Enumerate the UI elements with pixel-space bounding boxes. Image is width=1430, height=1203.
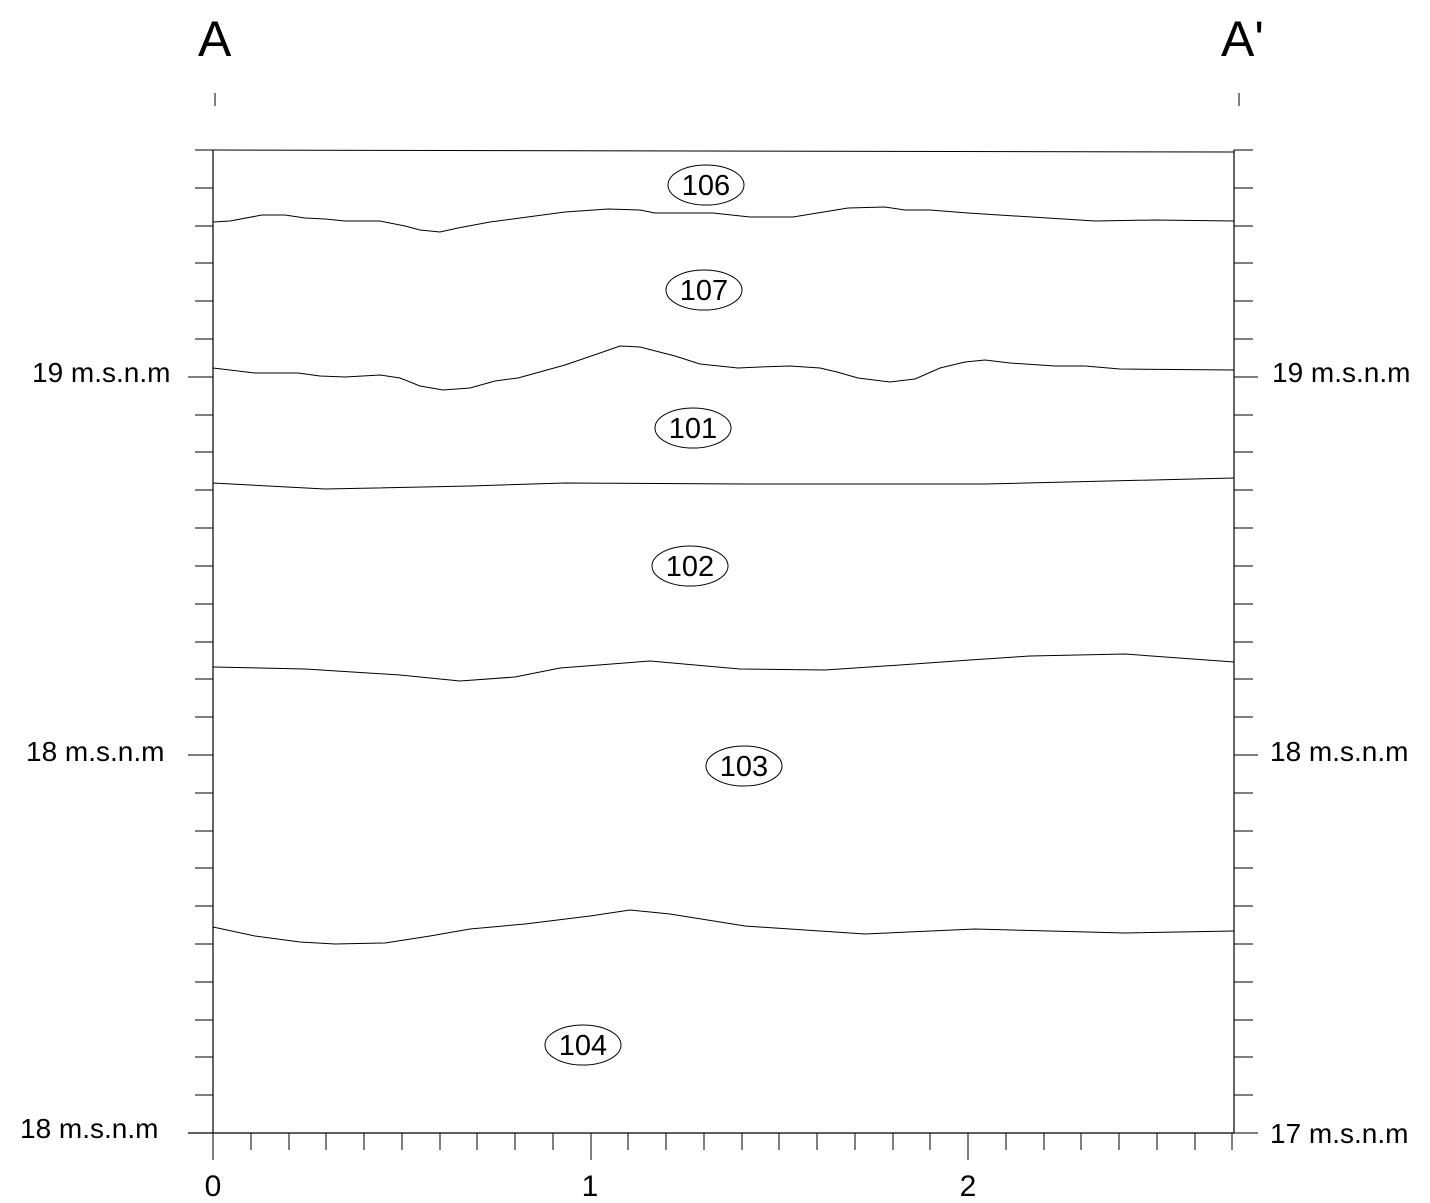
right-elevation-label-middle: 18 m.s.n.m	[1270, 736, 1408, 767]
left-elevation-label-top: 19 m.s.n.m	[32, 357, 170, 388]
right-axis-ticks	[1234, 149, 1258, 1134]
unit-label-104: 104	[544, 1024, 622, 1066]
unit-label-106: 106	[667, 164, 745, 206]
svg-text:104: 104	[559, 1030, 607, 1062]
bottom-axis-ticks	[212, 1133, 1233, 1160]
svg-text:101: 101	[669, 413, 717, 445]
distance-label-0: 0	[205, 1170, 222, 1203]
svg-text:103: 103	[720, 751, 768, 783]
left-elevation-label-middle: 18 m.s.n.m	[26, 736, 164, 767]
unit-label-101: 101	[654, 407, 732, 449]
boundary-103-104	[212, 909, 1235, 945]
left-axis-ticks	[188, 149, 213, 1134]
svg-text:107: 107	[680, 275, 728, 307]
right-elevation-label-bottom: 17 m.s.n.m	[1270, 1118, 1408, 1149]
section-end-label: A'	[1221, 11, 1264, 67]
distance-label-2: 2	[960, 1170, 977, 1203]
unit-label-102: 102	[651, 545, 729, 587]
distance-label-1: 1	[582, 1170, 599, 1203]
section-start-label: A	[198, 11, 232, 67]
svg-text:102: 102	[666, 551, 714, 583]
svg-text:106: 106	[682, 170, 730, 202]
left-elevation-label-bottom: 18 m.s.n.m	[20, 1113, 158, 1144]
boundary-101-102	[212, 477, 1235, 490]
right-elevation-label-top: 19 m.s.n.m	[1272, 357, 1410, 388]
boundary-107-101	[212, 345, 1235, 391]
boundary-106-107	[212, 206, 1235, 233]
unit-label-103: 103	[705, 745, 783, 787]
top-surface-line	[212, 149, 1235, 153]
boundary-102-103	[212, 653, 1235, 682]
unit-label-107: 107	[665, 269, 743, 311]
